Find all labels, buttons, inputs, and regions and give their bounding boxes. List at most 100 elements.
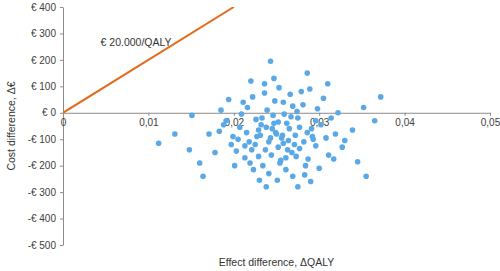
tick-mark — [60, 166, 63, 167]
point — [234, 148, 240, 154]
tick: € 100 — [31, 81, 63, 92]
point — [250, 94, 256, 100]
point — [264, 107, 270, 113]
tick-label: -€ 300 — [28, 187, 57, 198]
tick-mark — [60, 60, 63, 61]
point — [293, 154, 299, 160]
point — [288, 114, 294, 120]
point — [268, 58, 274, 64]
tick-label: 0,01 — [139, 117, 159, 128]
point — [294, 109, 300, 115]
point — [308, 179, 314, 185]
point — [318, 122, 324, 128]
point — [333, 131, 339, 137]
tick: 0,05 — [481, 113, 500, 128]
point — [270, 113, 276, 119]
point — [262, 90, 268, 96]
point — [284, 121, 290, 127]
point — [263, 184, 269, 190]
point — [328, 115, 334, 121]
point — [372, 118, 378, 124]
point — [305, 156, 311, 162]
x-axis-title: Effect difference, ΔQALY — [219, 256, 335, 268]
tick-label: € 200 — [31, 55, 56, 66]
y-axis-title: Cost difference, Δ€ — [5, 81, 17, 170]
point — [230, 134, 236, 140]
point — [313, 143, 319, 149]
point — [277, 160, 283, 166]
point — [342, 138, 348, 144]
point — [363, 173, 369, 179]
point — [249, 147, 255, 153]
point — [290, 173, 296, 179]
tick-mark — [60, 192, 63, 193]
point — [275, 177, 281, 183]
point — [228, 142, 234, 148]
point — [321, 95, 327, 101]
point — [259, 115, 265, 121]
point — [287, 91, 293, 97]
point — [301, 139, 307, 145]
chart: € 400 € 300 € 200 € 100 € 0 -€ 100 -€ 200 -€ 30… — [0, 0, 500, 271]
point — [197, 160, 203, 166]
tick-label: -€ 500 — [28, 240, 57, 251]
tick-mark — [60, 219, 63, 220]
x-axis: 00,010,020,030,040,05 — [61, 113, 500, 128]
tick-mark — [60, 139, 63, 140]
axis-line — [64, 113, 491, 114]
point — [235, 136, 241, 142]
point — [295, 115, 301, 121]
point — [313, 118, 319, 124]
point — [272, 98, 278, 104]
point — [246, 139, 252, 145]
point — [274, 131, 280, 137]
tick-label: € 300 — [31, 28, 56, 39]
plot-area — [63, 7, 383, 190]
tick: € 300 — [31, 28, 63, 39]
point — [275, 144, 281, 150]
tick-label: -€ 100 — [28, 134, 57, 145]
point — [286, 138, 292, 144]
tick-mark — [60, 33, 63, 34]
tick: -€ 200 — [28, 160, 63, 171]
point — [172, 131, 178, 137]
point — [254, 134, 260, 140]
scatter-series — [156, 58, 384, 189]
point — [271, 121, 277, 127]
point — [326, 152, 332, 158]
point — [257, 177, 263, 183]
point — [253, 117, 259, 123]
tick-mark — [60, 113, 63, 114]
point — [258, 122, 264, 128]
point — [335, 110, 341, 116]
point — [237, 125, 243, 131]
point — [200, 173, 206, 179]
point — [325, 81, 331, 87]
tick-mark — [234, 113, 235, 116]
point — [316, 166, 322, 172]
point — [247, 160, 253, 166]
point — [276, 85, 282, 91]
point — [216, 128, 222, 134]
point — [244, 130, 250, 136]
point — [263, 147, 269, 153]
point — [300, 102, 306, 108]
tick: -€ 300 — [28, 187, 63, 198]
point — [266, 139, 272, 145]
tick-label: 0,04 — [395, 117, 415, 128]
point — [285, 147, 291, 153]
point — [260, 163, 266, 169]
point — [189, 113, 195, 119]
point — [304, 130, 310, 136]
tick: -€ 400 — [28, 213, 63, 224]
point — [240, 99, 246, 105]
point — [283, 155, 289, 161]
point — [256, 154, 262, 160]
tick-mark — [405, 113, 406, 116]
tick: € 400 — [31, 2, 63, 13]
point — [307, 86, 313, 92]
tick-label: € 0 — [42, 107, 56, 118]
point — [256, 127, 262, 133]
point — [283, 167, 289, 173]
tick-label: 0,03 — [310, 117, 330, 128]
